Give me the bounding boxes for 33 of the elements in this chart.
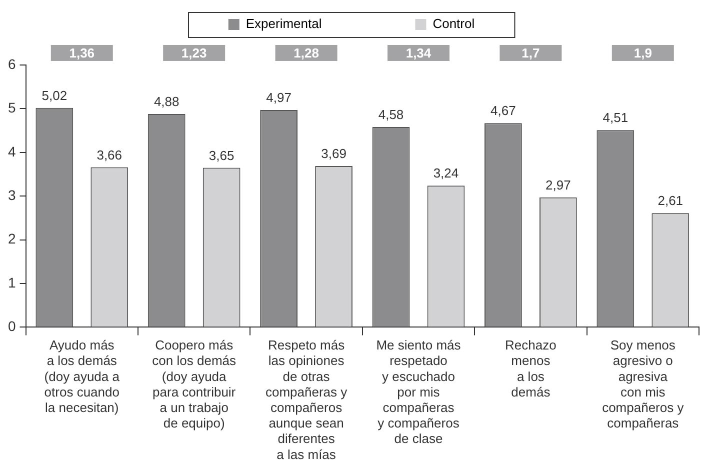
data-label: 4,67 <box>490 103 516 118</box>
text: 1,23 <box>181 46 207 61</box>
x-tick-label: Respeto más las opiniones de otras compañeras y compañeros aunque sean diferentes a las mías <box>265 338 348 462</box>
legend-label: Experimental <box>246 16 402 32</box>
data-label: 2,97 <box>546 177 571 192</box>
x-tick-label: Rechazo menos a los demás <box>505 338 556 400</box>
text: 1,9 <box>634 46 652 61</box>
text: 1,7 <box>522 46 540 61</box>
legend-label: Control <box>432 16 475 32</box>
x-tick-label: Coopero más con los demás (doy ayuda para contribuir a un trabajo de equipo) <box>152 338 236 431</box>
data-label: 4,51 <box>602 110 628 126</box>
x-tick-label: Ayudo más a los demás (doy ayuda a otros cuando la necesitan) <box>44 338 120 415</box>
data-label: 2,61 <box>658 193 684 208</box>
y-tick-label: 6 <box>8 56 16 72</box>
data-label: 3,66 <box>96 147 122 162</box>
text: 1,36 <box>69 46 95 61</box>
text: 1,34 <box>406 46 432 61</box>
data-label: 5,02 <box>42 88 68 103</box>
x-tick-label: Soy menos agresivo o agresiva con mis compañeros y compañeras <box>602 338 684 431</box>
y-tick-label: 0 <box>8 318 16 334</box>
data-label: 3,69 <box>321 146 346 162</box>
y-tick-label: 5 <box>8 100 16 116</box>
data-label: 4,88 <box>154 94 180 110</box>
y-tick-label: 4 <box>8 143 16 160</box>
y-tick-label: 2 <box>8 230 16 247</box>
x-tick-label: Me siento más respetado y escuchado por mis compañeras y compañeros de clase <box>376 338 462 446</box>
y-tick-label: 3 <box>8 186 16 203</box>
data-label: 3,24 <box>433 166 459 181</box>
data-label: 3,65 <box>208 148 234 163</box>
y-tick-label: 1 <box>8 274 16 290</box>
text: 1,28 <box>294 46 319 61</box>
data-label: 4,58 <box>378 107 404 122</box>
data-label: 4,97 <box>266 90 292 106</box>
